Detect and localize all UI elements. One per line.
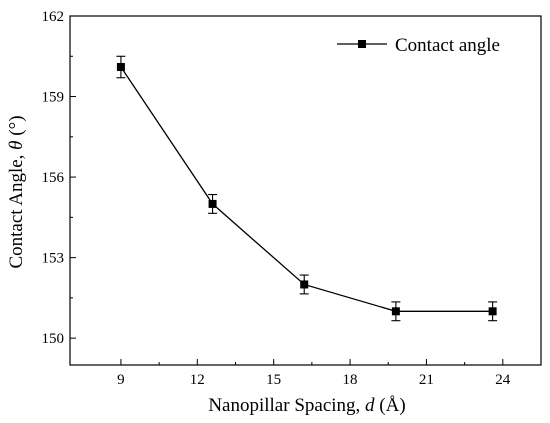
x-tick-label: 21 (419, 372, 434, 388)
series-layer (116, 55, 498, 322)
data-point (391, 307, 400, 316)
legend-marker (358, 40, 366, 48)
y-tick-label: 156 (42, 170, 65, 186)
y-tick-label: 162 (42, 9, 65, 25)
y-tick-label: 159 (42, 90, 65, 106)
x-axis-ticks: 9 12 15 18 21 24 (117, 359, 511, 388)
plot-area (69, 15, 542, 366)
legend: Contact angle (337, 35, 500, 56)
y-axis-ticks: 150 153 156 159 162 (42, 9, 76, 347)
y-tick-label: 150 (42, 331, 65, 347)
data-point (116, 63, 125, 72)
x-tick-label: 9 (117, 372, 125, 388)
x-tick-label: 15 (266, 372, 281, 388)
x-tick-label: 18 (343, 372, 358, 388)
data-point (208, 199, 217, 208)
x-axis-label: Nanopillar Spacing, d (Å) (208, 395, 405, 416)
data-point (488, 307, 497, 316)
legend-label: Contact angle (395, 35, 500, 56)
data-point (300, 280, 309, 289)
plot-frame (69, 15, 542, 366)
y-axis-label: Contact Angle, θ (°) (6, 115, 27, 268)
y-tick-label: 153 (42, 251, 65, 267)
x-tick-label: 24 (495, 372, 511, 388)
x-tick-label: 12 (190, 372, 205, 388)
